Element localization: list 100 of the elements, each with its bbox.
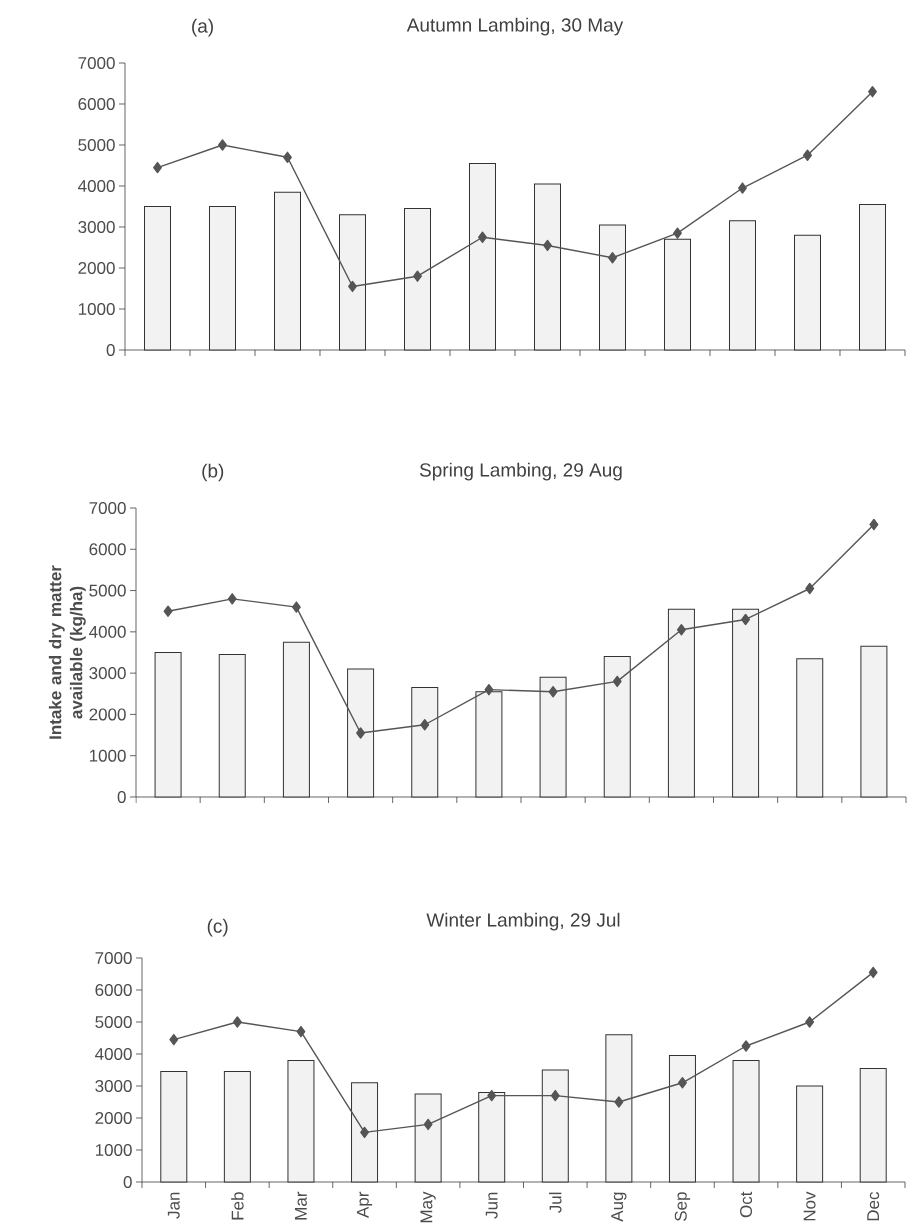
y-tick-label: 6000	[89, 543, 126, 556]
y-tick-label: 0	[123, 1175, 132, 1189]
bar	[603, 656, 631, 798]
x-tick-label: Dec	[867, 1191, 880, 1221]
y-tick-label: 4000	[78, 179, 115, 193]
bar	[605, 1034, 633, 1183]
point	[673, 227, 682, 239]
y-tick-label: 4000	[89, 625, 126, 638]
y-tick-label: 1000	[78, 302, 115, 316]
bar	[404, 208, 431, 351]
point	[805, 582, 815, 595]
point	[163, 605, 173, 617]
y-tick-label: 2000	[95, 1111, 132, 1125]
point	[741, 1040, 751, 1052]
bar	[339, 214, 366, 351]
bar	[599, 224, 626, 351]
x-tick-label: Jul	[549, 1192, 562, 1213]
point	[218, 139, 227, 151]
bar	[160, 1071, 188, 1183]
point	[356, 727, 366, 739]
y-tick-label: 1000	[89, 749, 126, 762]
point	[487, 1089, 497, 1102]
y-tick-label: 7000	[95, 951, 132, 965]
point	[608, 252, 617, 264]
y-tick-label: 1000	[95, 1143, 132, 1157]
bar	[274, 191, 301, 351]
point	[868, 966, 878, 979]
y-tick-label: 7000	[89, 501, 126, 515]
chart-title: Spring Lambing, 29 Aug	[419, 462, 622, 481]
point	[423, 1118, 433, 1131]
y-tick-label: 2000	[78, 261, 115, 275]
bar	[539, 676, 567, 798]
bar	[347, 668, 375, 798]
x-tick-label: Sep	[674, 1192, 691, 1221]
y-tick-label: 6000	[95, 983, 132, 997]
bar	[859, 1067, 887, 1183]
point	[614, 1096, 624, 1108]
point	[169, 1033, 179, 1046]
bar	[667, 608, 695, 798]
y-tick-label: 4000	[95, 1047, 132, 1061]
bar	[287, 1059, 315, 1183]
x-tick-label: May	[420, 1191, 436, 1223]
text: (a)	[192, 18, 213, 37]
bar	[859, 203, 886, 351]
point	[868, 86, 877, 98]
bar	[414, 1093, 442, 1183]
x-tick-label: Oct	[740, 1191, 753, 1218]
point	[291, 601, 301, 613]
point	[296, 1025, 306, 1038]
x-tick-label: Jan	[167, 1192, 180, 1219]
bar	[218, 654, 246, 798]
bar	[478, 1091, 506, 1183]
point	[420, 719, 430, 731]
chart-title: Autumn Lambing, 30 May	[406, 17, 624, 36]
bar	[664, 238, 691, 351]
y-tick-label: 0	[117, 790, 126, 804]
x-tick-label: Apr	[356, 1191, 373, 1218]
point	[283, 151, 292, 163]
point	[738, 182, 747, 194]
y-tick-label: 5000	[89, 584, 126, 597]
bar	[668, 1055, 696, 1183]
point	[612, 675, 622, 688]
chart-title: Winter Lambing, 29 Jul	[426, 912, 620, 931]
bar	[729, 220, 756, 351]
bar	[144, 206, 171, 351]
x-tick-label: Feb	[231, 1192, 244, 1220]
bar	[209, 206, 236, 351]
y-tick-label: 0	[106, 343, 115, 357]
text: (b)	[202, 463, 224, 482]
bar	[351, 1082, 379, 1183]
bar	[796, 1085, 824, 1183]
y-tick-label: 2000	[89, 708, 126, 721]
bar	[794, 234, 821, 351]
bar	[732, 1059, 760, 1183]
point	[676, 624, 686, 636]
point	[478, 231, 487, 243]
bar	[534, 183, 561, 351]
x-tick-label: Jun	[485, 1192, 498, 1219]
y-tick-label: 3000	[89, 667, 126, 680]
y-tick-label: 3000	[78, 220, 115, 234]
point	[550, 1089, 560, 1102]
point	[741, 613, 751, 626]
y-tick-label: 5000	[95, 1015, 132, 1029]
point	[484, 683, 494, 696]
text: (c)	[207, 918, 228, 937]
point	[227, 593, 237, 605]
x-tick-label: Aug	[611, 1192, 627, 1222]
bar	[154, 651, 182, 798]
bar	[282, 641, 310, 798]
point	[803, 149, 812, 161]
point	[869, 518, 879, 531]
point	[805, 1016, 815, 1028]
y-tick-label: 3000	[95, 1079, 132, 1093]
y-tick-label: 6000	[78, 97, 115, 111]
bar	[732, 608, 760, 798]
bar	[411, 687, 439, 798]
point	[678, 1077, 687, 1089]
point	[232, 1016, 242, 1028]
y-axis-title: Intake and dry matter available (kg/ha)	[48, 565, 86, 739]
point	[548, 686, 558, 698]
